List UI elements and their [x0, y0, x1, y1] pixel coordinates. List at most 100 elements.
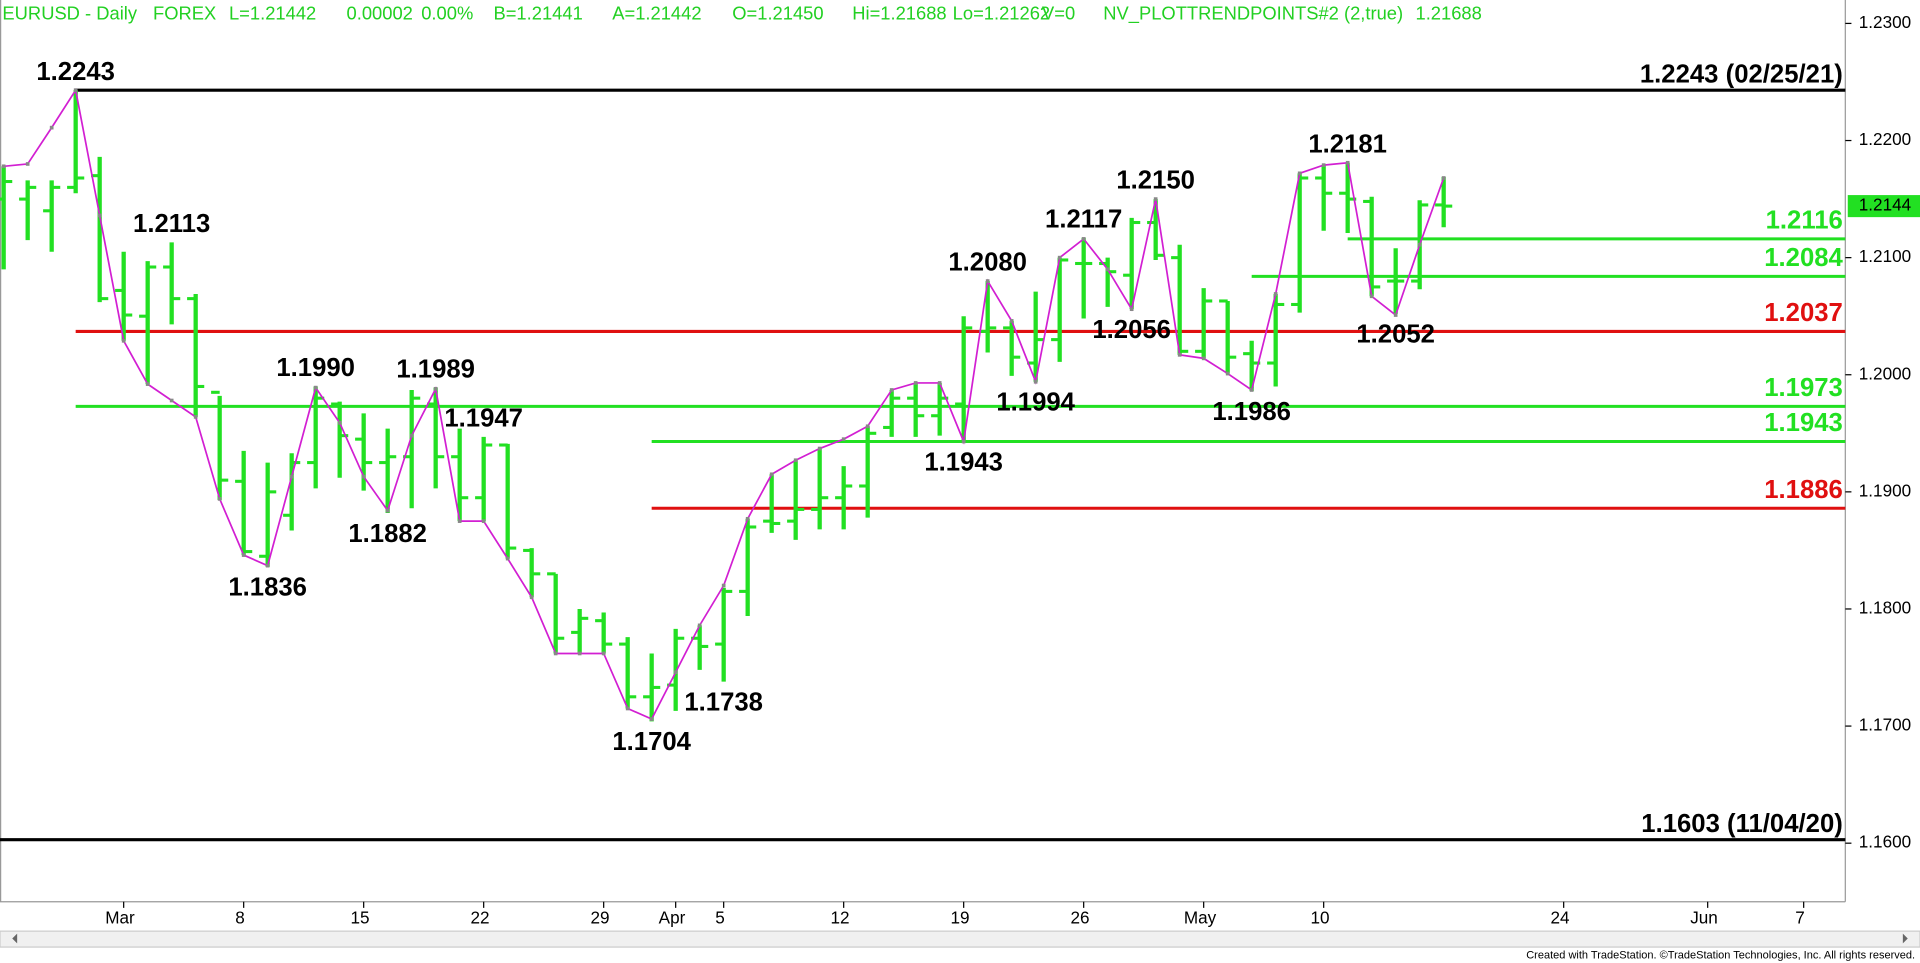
x-tick-label: 24	[1550, 907, 1570, 927]
trend-point	[1297, 171, 1302, 176]
trend-point	[1177, 353, 1182, 357]
trend-point	[865, 424, 870, 429]
trend-point	[649, 717, 654, 721]
trend-point	[985, 279, 990, 283]
level-label: 1.1886	[1764, 476, 1843, 504]
trend-point	[745, 516, 750, 521]
trend-point	[1033, 379, 1038, 384]
x-tick-label: 7	[1795, 907, 1805, 927]
trend-point	[721, 583, 726, 588]
trend-point	[1153, 197, 1158, 201]
y-tick-label: 1.1800	[1859, 597, 1911, 617]
header-item: B=1.21441	[493, 3, 582, 24]
header-item: Hi=1.21688	[852, 3, 946, 24]
pivot-label: 1.1990	[276, 354, 355, 382]
y-tick-label: 1.2100	[1859, 246, 1911, 266]
level-label: 1.1943	[1764, 409, 1843, 437]
trend-point	[1393, 313, 1398, 317]
trend-point	[409, 433, 414, 438]
pivot-label: 1.1943	[924, 448, 1003, 476]
trend-point	[1369, 294, 1374, 299]
y-tick-label: 1.1700	[1859, 715, 1911, 735]
trend-point	[313, 385, 318, 390]
level-label: 1.2084	[1764, 244, 1843, 272]
trend-point	[25, 162, 30, 166]
trend-point	[361, 474, 366, 479]
pivot-label: 1.1989	[396, 355, 475, 383]
trend-point	[913, 381, 918, 385]
footer: Created with TradeStation. ©TradeStation…	[1526, 950, 1915, 962]
trend-point	[169, 398, 174, 403]
trend-point	[241, 553, 246, 557]
pivot-label: 1.1836	[228, 574, 307, 602]
header-item: V=0	[1042, 3, 1075, 24]
y-tick-label: 1.2200	[1859, 129, 1911, 149]
trend-point	[1249, 388, 1254, 392]
trend-point	[577, 651, 582, 656]
trend-point	[553, 651, 558, 656]
header-item: 0.00%	[421, 3, 473, 24]
trend-point	[1417, 242, 1422, 247]
trend-point	[1, 164, 6, 169]
pivot-label: 1.1994	[996, 389, 1075, 417]
x-tick-label: 19	[950, 907, 969, 927]
trend-point	[601, 651, 606, 656]
header-item: 0.00002	[347, 3, 413, 24]
scroll-right[interactable]	[1902, 933, 1908, 944]
last-price-label: 1.2144	[1859, 195, 1912, 215]
trend-point	[481, 519, 486, 523]
y-tick-label: 1.2300	[1859, 12, 1911, 32]
trend-point	[841, 437, 846, 441]
header-item: NV_PLOTTRENDPOINTS#2 (2,true)	[1103, 3, 1403, 25]
header-item: O=1.21450	[732, 3, 823, 24]
trend-point	[73, 88, 78, 93]
pivot-label: 1.1947	[444, 404, 523, 432]
pivot-label: 1.1738	[684, 688, 763, 716]
x-tick-label: Apr	[659, 907, 686, 927]
pivot-label: 1.1704	[612, 728, 691, 756]
header-item: 1.21688	[1416, 3, 1482, 24]
trend-point	[1321, 163, 1326, 167]
x-tick-label: 5	[715, 907, 725, 927]
scroll-left[interactable]	[12, 933, 18, 944]
pivot-label: 1.2243	[36, 58, 115, 86]
pivot-label: 1.1882	[348, 520, 427, 548]
trend-point	[505, 556, 510, 561]
trend-point	[1081, 237, 1086, 241]
x-tick-label: Mar	[105, 907, 135, 927]
x-tick-label: 15	[350, 907, 369, 927]
pivot-label: 1.2117	[1045, 205, 1122, 233]
trend-point	[97, 213, 102, 218]
trend-point	[529, 595, 534, 600]
x-tick-label: 10	[1310, 907, 1329, 927]
x-tick-label: 29	[590, 907, 609, 927]
trend-point	[1201, 356, 1206, 361]
trend-point	[49, 125, 54, 130]
trend-point	[673, 670, 678, 675]
trend-point	[337, 420, 342, 425]
trend-point	[193, 415, 198, 419]
trend-point	[817, 446, 822, 451]
x-tick-label: Jun	[1690, 907, 1718, 927]
trend-point	[961, 439, 966, 444]
pivot-label: 1.2150	[1116, 167, 1195, 195]
pivot-label: 1.2113	[133, 210, 210, 238]
header-item: EURUSD - Daily	[2, 3, 137, 24]
trend-point	[1057, 255, 1062, 260]
x-tick-label: 8	[235, 907, 245, 927]
trend-point	[1009, 319, 1014, 323]
pivot-label: 1.1986	[1212, 398, 1291, 426]
trend-point	[1273, 292, 1278, 296]
scrollbar[interactable]	[0, 930, 1920, 948]
trend-point	[1345, 160, 1350, 165]
header-item: A=1.21442	[612, 3, 701, 24]
level-label: 1.2243 (02/25/21)	[1640, 60, 1843, 88]
trend-point	[121, 338, 126, 343]
trend-point	[265, 563, 270, 568]
y-tick-label: 1.1600	[1859, 832, 1911, 852]
pivot-label: 1.2080	[948, 249, 1027, 277]
trend-point	[937, 381, 942, 385]
trend-point	[289, 474, 294, 479]
